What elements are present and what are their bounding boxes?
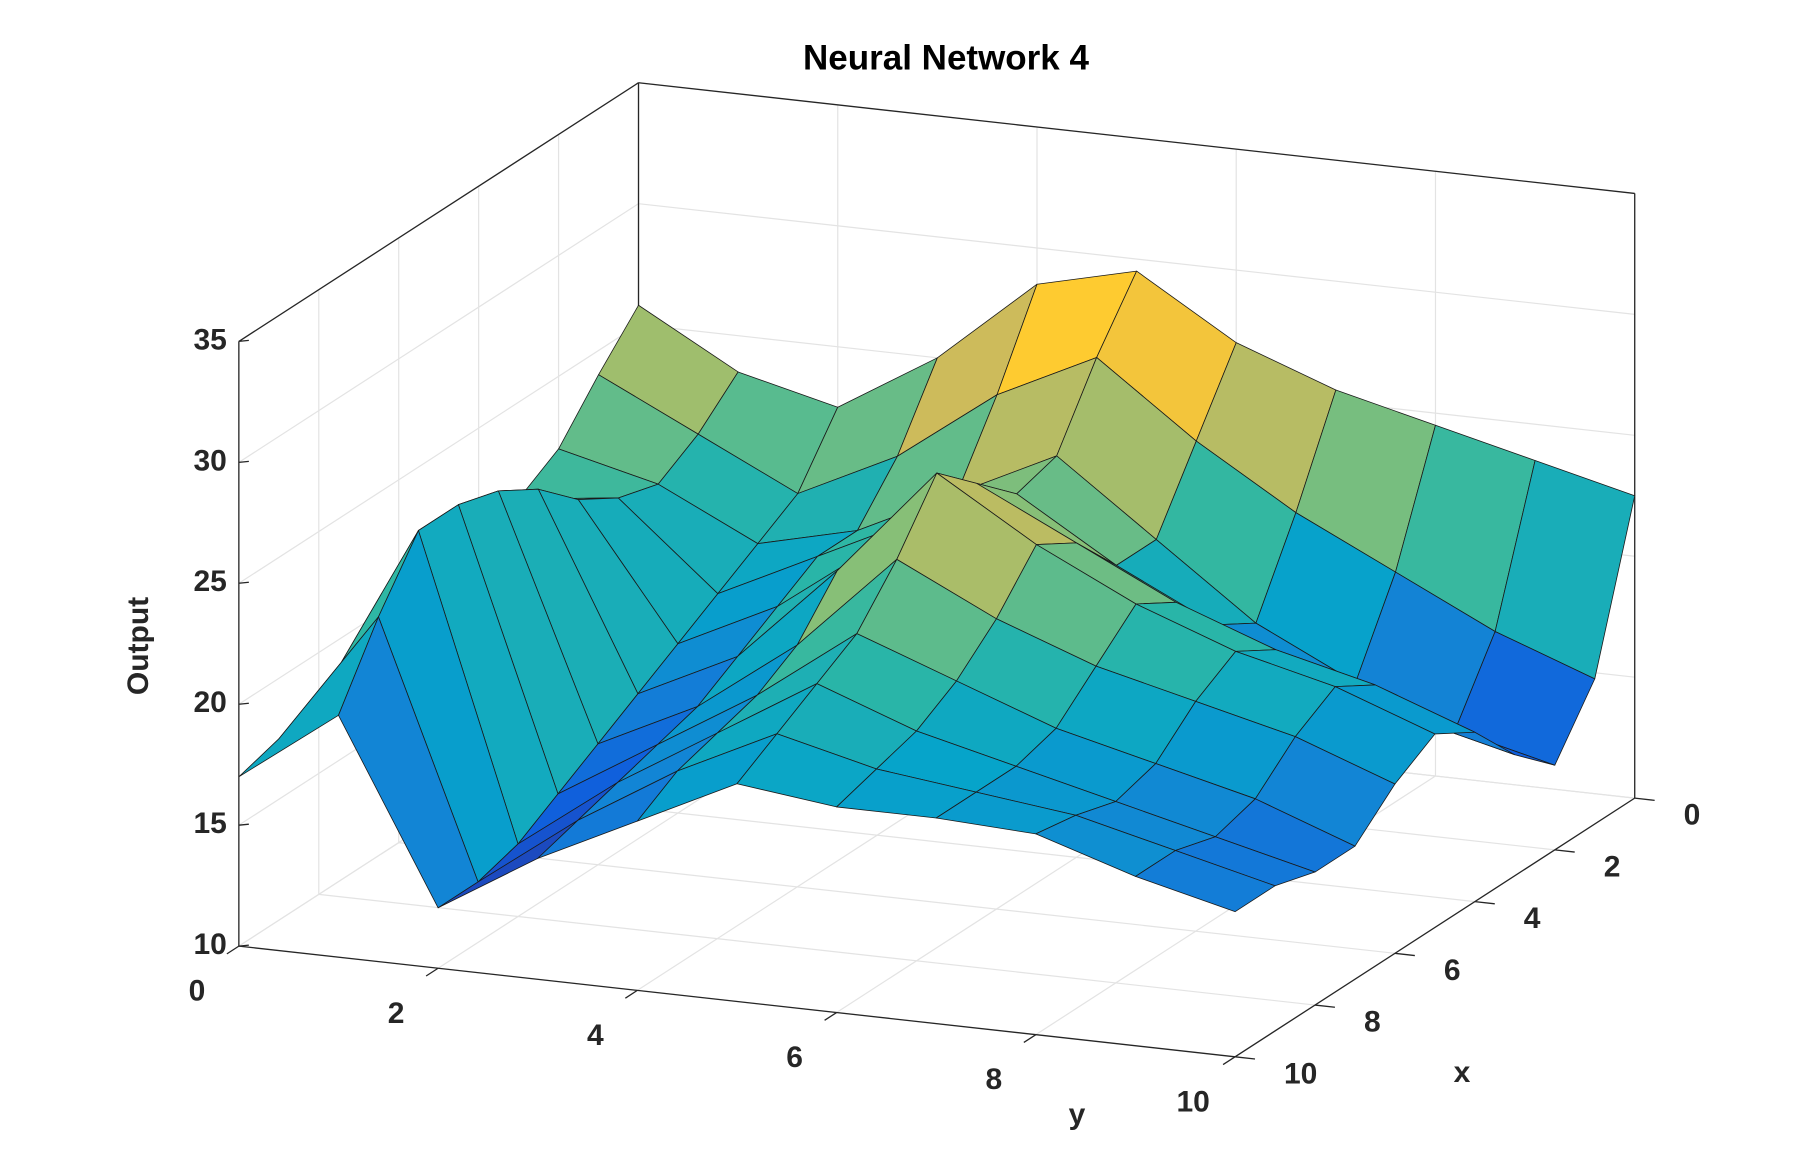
grid-line (318, 893, 1316, 1006)
grid-line (238, 324, 639, 584)
z-tick-label: 30 (193, 444, 226, 477)
tick-mark (625, 989, 638, 999)
axis-line (238, 945, 1236, 1058)
z-tick-label: 25 (193, 565, 226, 598)
y-axis-label: y (1069, 1098, 1086, 1131)
y-tick-label: 8 (986, 1063, 1003, 1096)
tick-mark (238, 944, 249, 947)
y-tick-label: 2 (388, 997, 405, 1030)
x-tick-label: 6 (1444, 954, 1461, 987)
tick-mark (238, 823, 249, 826)
y-tick-label: 10 (1176, 1085, 1209, 1118)
z-axis-label: Output (122, 597, 155, 695)
z-tick-label: 15 (193, 807, 226, 840)
tick-mark (1222, 1056, 1236, 1066)
grid-line (238, 203, 639, 463)
tick-mark (226, 945, 240, 955)
axis-line (238, 82, 639, 342)
x-tick-label: 4 (1524, 902, 1541, 935)
tick-mark (425, 967, 439, 977)
tick-mark (1314, 1004, 1335, 1008)
x-tick-label: 8 (1364, 1006, 1381, 1039)
tick-mark (238, 581, 249, 584)
x-tick-label: 10 (1284, 1057, 1317, 1090)
tick-mark (1554, 849, 1575, 853)
axis-line (638, 82, 1635, 195)
y-tick-label: 6 (786, 1041, 803, 1074)
surface-patch (1135, 850, 1276, 913)
x-tick-label: 2 (1604, 850, 1621, 883)
y-tick-label: 0 (189, 975, 206, 1008)
y-tick-label: 4 (587, 1019, 604, 1052)
z-tick-label: 35 (193, 323, 226, 356)
z-tick-label: 20 (193, 686, 226, 719)
tick-mark (238, 339, 249, 343)
tick-mark (1634, 797, 1655, 801)
axis-line (1234, 797, 1636, 1058)
tick-mark (1394, 952, 1415, 957)
tick-mark (824, 1011, 837, 1021)
tick-mark (1474, 900, 1495, 905)
tick-mark (238, 460, 249, 463)
z-tick-label: 10 (193, 928, 226, 961)
tick-mark (238, 702, 249, 705)
tick-mark (1234, 1056, 1256, 1060)
chart-title: Neural Network 4 (803, 38, 1089, 77)
tick-mark (1023, 1034, 1037, 1043)
grid-line (398, 842, 1395, 954)
x-tick-label: 0 (1684, 799, 1701, 832)
grid-line (638, 203, 1635, 315)
x-axis-label: x (1454, 1056, 1471, 1089)
